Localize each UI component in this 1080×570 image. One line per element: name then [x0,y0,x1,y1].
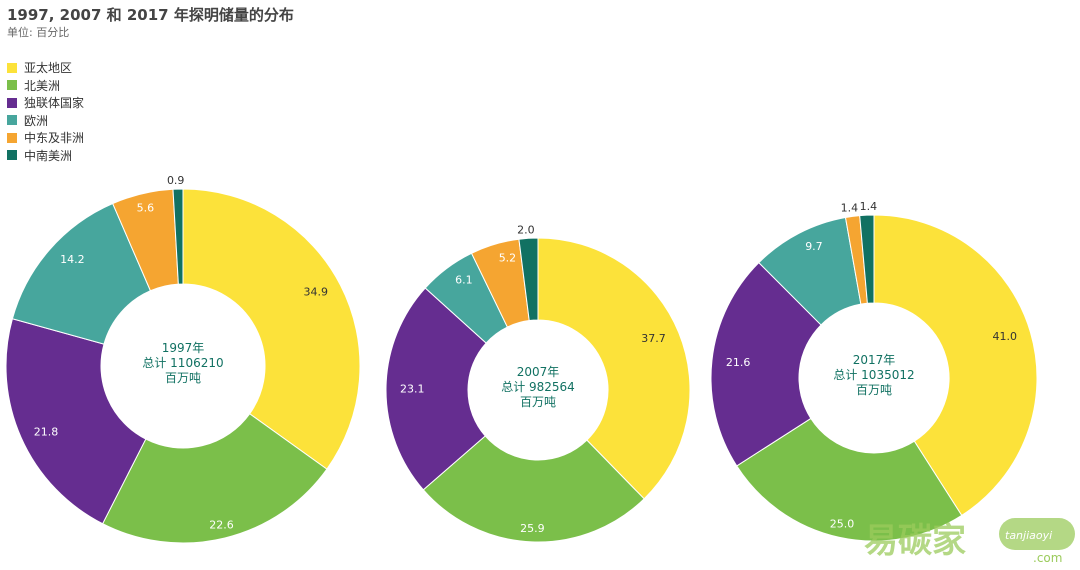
donut-slice [859,214,875,304]
center-label-line: 总计 1035012 [833,368,914,382]
data-label: 23.1 [400,383,425,396]
data-label: 14.2 [60,253,85,266]
center-label-line: 百万吨 [520,395,556,409]
legend-swatch [7,80,17,91]
center-label-line: 2017年 [853,353,896,367]
data-label: 5.2 [499,252,517,265]
legend-swatch [7,150,17,161]
center-label-line: 总计 1106210 [142,356,223,370]
data-label: 22.6 [209,518,234,531]
data-label: 1.4 [841,202,859,215]
donut-slice [518,237,539,322]
legend-swatch [7,115,17,126]
data-label: 0.9 [167,174,185,187]
legend: 亚太地区 北美洲 独联体国家 欧洲 中东及非洲 中南美洲 [7,59,84,164]
data-label: 9.7 [805,240,823,253]
data-label: 21.8 [34,426,59,439]
donut-slice [736,417,963,542]
legend-item-asia-pacific: 亚太地区 [7,59,84,77]
center-label-line: 1997年 [162,341,205,355]
donut-slice [385,287,487,491]
unit-label: 单位: 百分比 [7,26,70,39]
center-label-line: 2007年 [517,365,560,379]
donut-slice [182,188,361,470]
legend-label: 独联体国家 [24,96,85,111]
data-label: 1.4 [860,200,878,213]
data-label: 5.6 [137,201,155,214]
legend-swatch [7,97,17,108]
data-label: 37.7 [641,332,666,345]
donut-slice [11,202,152,345]
chart-title: 1997, 2007 和 2017 年探明储量的分布 [7,6,294,24]
center-label-line: 百万吨 [856,383,892,397]
legend-item-cis: 独联体国家 [7,94,84,112]
legend-label: 北美洲 [24,78,61,93]
watermark-tld: .com [1033,551,1062,565]
data-label: 2.0 [517,223,535,236]
legend-label: 欧洲 [24,113,49,128]
donut-slice [172,188,184,285]
data-label: 34.9 [304,286,329,299]
legend-label: 中东及非洲 [24,131,85,146]
donut-slice [873,214,1038,517]
legend-label: 中南美洲 [24,148,73,163]
data-label: 21.6 [726,356,751,369]
data-label: 25.9 [520,522,545,535]
data-label: 6.1 [455,274,473,287]
legend-item-middle-east-africa: 中东及非洲 [7,129,84,147]
legend-item-europe: 欧洲 [7,112,84,130]
legend-label: 亚太地区 [24,61,73,76]
watermark-domain: tanjiaoyi [1005,529,1052,542]
donut-slice [101,413,328,544]
donut-slice [422,435,645,543]
donut-slice [5,318,147,525]
watermark-logo: 易碳家 tanjiaoyi .com [864,518,1075,565]
legend-swatch [7,62,17,73]
legend-swatch [7,132,17,143]
center-label-line: 总计 982564 [501,380,575,394]
data-label: 25.0 [830,518,855,531]
donut-slice [710,261,822,467]
legend-item-south-central-america: 中南美洲 [7,147,84,165]
center-label-line: 百万吨 [165,371,201,385]
data-label: 41.0 [993,330,1018,343]
legend-item-north-america: 北美洲 [7,77,84,95]
watermark-brand: 易碳家 [864,521,966,561]
donut-slice [537,237,691,500]
